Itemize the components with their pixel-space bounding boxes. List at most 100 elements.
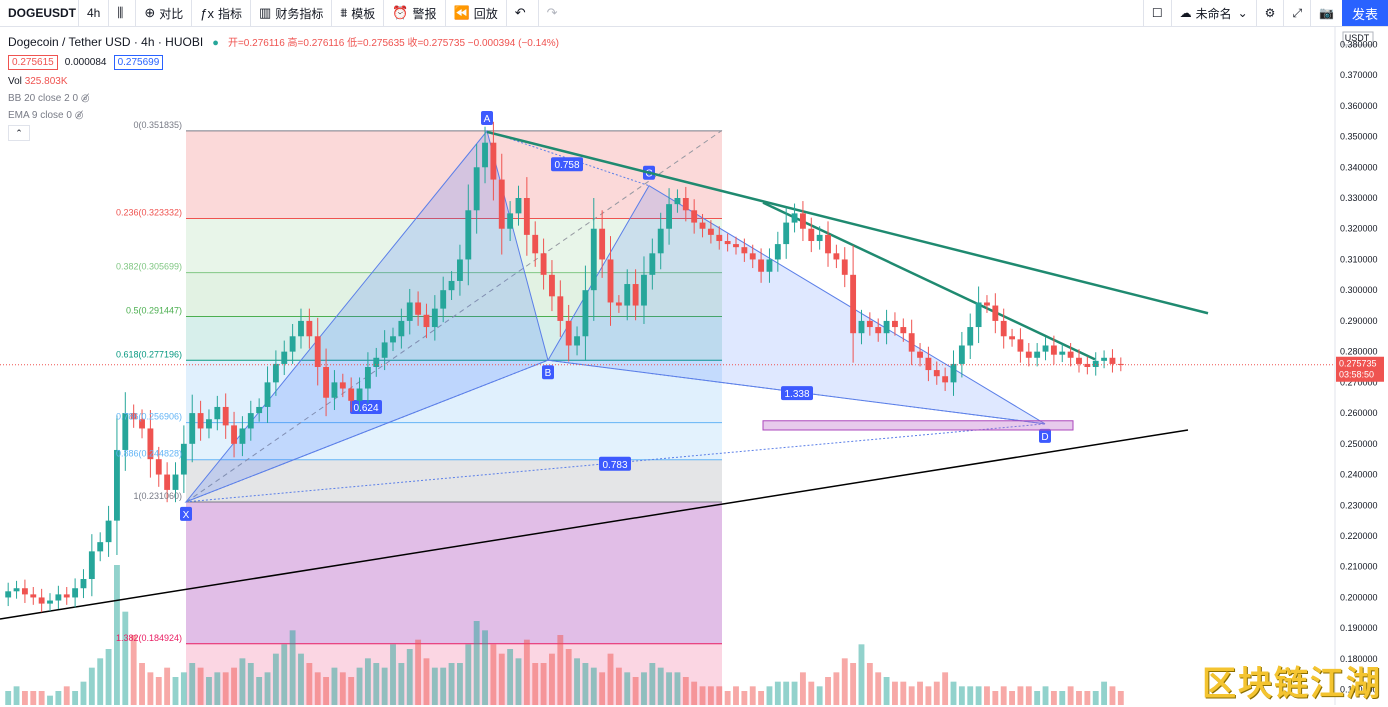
price-tick: 0.290000 [1340,316,1378,326]
candle-body [1009,336,1015,340]
candle-body [507,213,514,229]
interval-label: 4h [87,6,101,20]
right-tools: ☐ ☁ 未命名 ⌄ ⚙ ⤢ 📷 发表 [1142,0,1388,26]
fullscreen-layout-button[interactable]: ☐ [1142,0,1171,26]
ask-price[interactable]: 0.275699 [113,55,164,70]
volume-bar [63,686,70,705]
volume-bar [423,658,430,705]
volume-bar [967,686,974,705]
fib-level-label: 0.786(0.256906) [116,412,182,422]
volume-bar [992,691,999,705]
candle-body [231,425,237,444]
bb-indicator[interactable]: BB 20 close 2 0 ◎̸ [8,93,559,104]
volume-bar [473,621,480,705]
xab-triangle [184,129,549,504]
redo-button[interactable]: ↷ [539,0,570,26]
layout-name-button[interactable]: ☁ 未命名 ⌄ [1170,0,1256,26]
price-chart[interactable]: 0.624 0.758 1.338 0.783 X A B C D 0(0.351835) 0.2… [0,27,1388,707]
candle-body [850,274,857,334]
candle-body [38,597,45,604]
bid-price[interactable]: 0.275615 [8,55,58,70]
snapshot-button[interactable]: 📷 [1310,0,1342,26]
volume-bar [5,691,12,705]
candle-body [557,296,564,321]
volume-bar [38,691,45,705]
volume-bar [825,677,831,705]
candle-body [1050,345,1057,355]
candle-body [281,351,288,364]
status-dot-icon: ● [212,37,219,49]
alert-label: 警报 [412,6,437,21]
volume-bar [1109,686,1116,705]
publish-button[interactable]: 发表 [1342,0,1388,26]
point-label: C [645,169,652,180]
volume-bar [674,672,681,705]
volume-bar [666,672,672,705]
templates-button[interactable]: ⩩ 模板 [332,0,385,26]
collapse-legend-button[interactable]: ⌃ [8,125,30,141]
volume-bar [858,644,865,705]
trendlines[interactable] [0,130,1209,620]
volume-bar [264,672,271,705]
volume-bar [917,681,923,705]
eye-off-icon[interactable]: ◎̸ [80,93,90,104]
volume-bar [1050,691,1057,705]
price-tick: 0.280000 [1340,347,1378,357]
ratio-label: 1.338 [784,389,809,400]
volume-bar [498,653,505,705]
volume-indicator[interactable]: Vol 325.803K [8,76,559,87]
undo-button[interactable]: ↶ [507,0,539,26]
fib-trend-line [185,129,723,503]
candle-body [532,234,539,254]
volume-bar [1009,691,1015,705]
candle-body [97,542,104,552]
eye-off-icon[interactable]: ◎̸ [74,110,84,121]
point-label: X [183,510,190,521]
fib-level-label: 0.236(0.323332) [116,207,182,217]
volume-bar [783,681,790,705]
watermark-logo: 区块链江湖 [1202,664,1382,704]
candle-body [749,253,756,260]
volume-bar [1017,686,1024,705]
volume-bar [557,635,564,705]
price-tick: 0.270000 [1340,377,1378,387]
candle-body [875,327,882,334]
volume-bar [180,672,187,705]
price-tick: 0.180000 [1340,654,1378,664]
interval-button[interactable]: 4h [79,0,110,26]
volume-bar [306,663,313,705]
candle-body [816,234,823,242]
gear-icon: ⚙ [1264,6,1276,20]
candle-body [1109,357,1116,364]
candle-body [222,406,229,426]
chart-type-button[interactable]: ⫼ [109,0,137,26]
bars-icon: ▥ [259,5,272,20]
volume-bar [875,672,882,705]
candle-body [841,259,848,275]
volume-bar [206,677,212,705]
symbol-search[interactable]: DOGEUSDT [0,0,79,26]
replay-button[interactable]: ⏪ 回放 [446,0,507,26]
candle-body [649,253,656,275]
alert-button[interactable]: ⏰ 警报 [384,0,446,26]
volume-bar [298,653,304,705]
ema-indicator[interactable]: EMA 9 close 0 ◎̸ [8,110,559,121]
indicators-button[interactable]: ƒx 指标 [192,0,252,26]
candle-body [733,244,739,248]
compare-button[interactable]: ⊕ 对比 [136,0,193,26]
fullscreen-button[interactable]: ⤢ [1283,0,1310,26]
settings-button[interactable]: ⚙ [1255,0,1284,26]
layout-name-label: 未命名 [1195,6,1232,21]
candle-body [950,363,957,383]
candle-body [1076,357,1082,364]
volume-bar [774,681,781,705]
financials-button[interactable]: ▥ 财务指标 [251,0,333,26]
volume-bar [716,686,723,705]
candle-body [866,320,873,328]
candle-body [214,406,221,420]
chevron-up-icon: ⌃ [15,128,23,138]
price-tick: 0.300000 [1340,285,1378,295]
candle-body [423,314,430,328]
volume-bar [72,691,79,705]
